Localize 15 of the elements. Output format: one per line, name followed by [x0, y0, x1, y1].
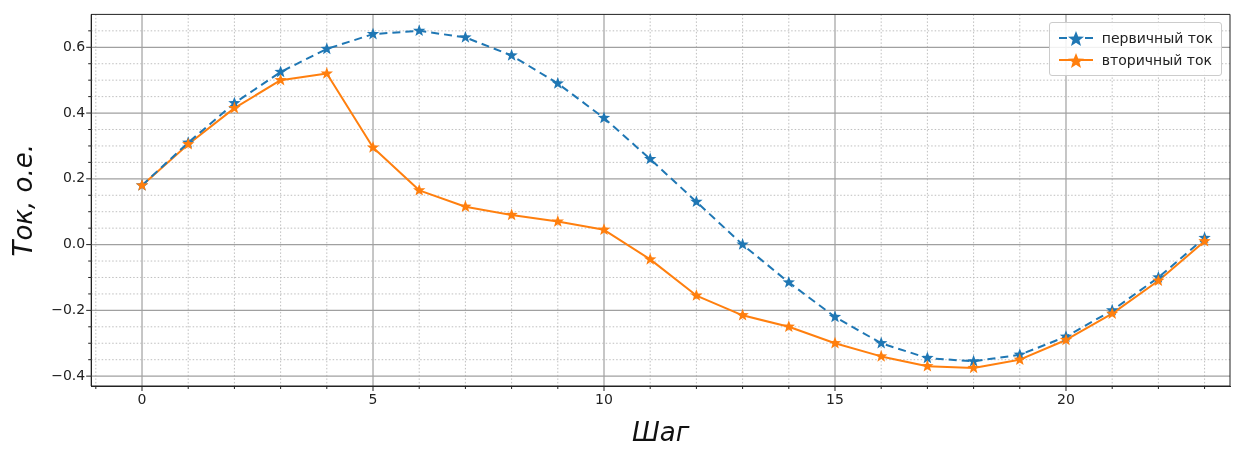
x-axis-title: Шаг	[631, 417, 690, 448]
y-tick-label: 0.4	[62, 103, 86, 120]
y-tick-label: 0.0	[62, 235, 86, 252]
x-tick-label: 10	[595, 391, 613, 408]
legend-label: первичный ток	[1101, 30, 1213, 47]
x-tick-label: 15	[826, 391, 844, 408]
y-tick-label: −0.4	[51, 366, 86, 383]
x-tick-label: 5	[368, 391, 378, 408]
x-tick-label: 0	[137, 391, 147, 408]
y-axis-title: Ток, о.е.	[8, 143, 39, 257]
y-tick-label: 0.6	[62, 37, 86, 54]
y-tick-label: 0.2	[62, 169, 86, 186]
y-tick-label: −0.2	[51, 301, 86, 318]
x-tick-label: 20	[1057, 391, 1075, 408]
legend-label: вторичный ток	[1101, 52, 1212, 69]
